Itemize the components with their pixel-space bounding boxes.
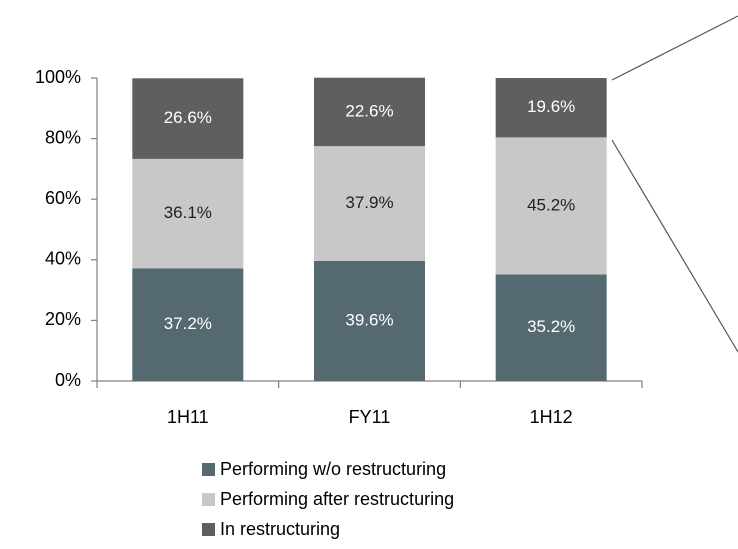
- bar-segment: [314, 261, 425, 381]
- legend-label: Performing w/o restructuring: [220, 459, 446, 479]
- y-tick-label: 40%: [45, 249, 81, 269]
- bar-segment: [495, 78, 607, 138]
- legend-swatch: [202, 493, 215, 506]
- data-label: 35.2%: [527, 317, 575, 336]
- x-tick-label: 1H11: [167, 407, 209, 427]
- data-label: 36.1%: [164, 203, 212, 222]
- y-tick-label: 20%: [45, 309, 81, 329]
- zoom-line: [611, 15, 738, 81]
- bar-segment: [314, 77, 425, 147]
- x-tick-label: FY11: [349, 407, 391, 427]
- zoom-line: [611, 139, 738, 353]
- data-label: 19.6%: [527, 97, 575, 116]
- y-tick-label: 80%: [45, 127, 81, 147]
- legend-swatch: [202, 523, 215, 536]
- bar-segment: [132, 78, 244, 159]
- x-tick-label: 1H12: [530, 407, 573, 427]
- bar-segment: [495, 274, 607, 381]
- y-tick-label: 0%: [55, 370, 81, 390]
- data-label: 39.6%: [345, 310, 393, 329]
- data-label: 45.2%: [527, 195, 575, 214]
- data-label: 37.2%: [164, 314, 212, 333]
- legend-label: Performing after restructuring: [220, 489, 454, 509]
- data-label: 26.6%: [164, 108, 212, 127]
- legend-label: In restructuring: [220, 519, 340, 539]
- data-label: 22.6%: [345, 101, 393, 120]
- y-tick-label: 60%: [45, 188, 81, 208]
- bar-segment: [495, 137, 607, 275]
- legend-swatch: [202, 463, 215, 476]
- data-label: 37.9%: [345, 193, 393, 212]
- y-tick-label: 100%: [35, 67, 81, 87]
- bar-segment: [132, 158, 244, 269]
- bar-segment: [132, 268, 244, 381]
- bar-segment: [314, 146, 425, 262]
